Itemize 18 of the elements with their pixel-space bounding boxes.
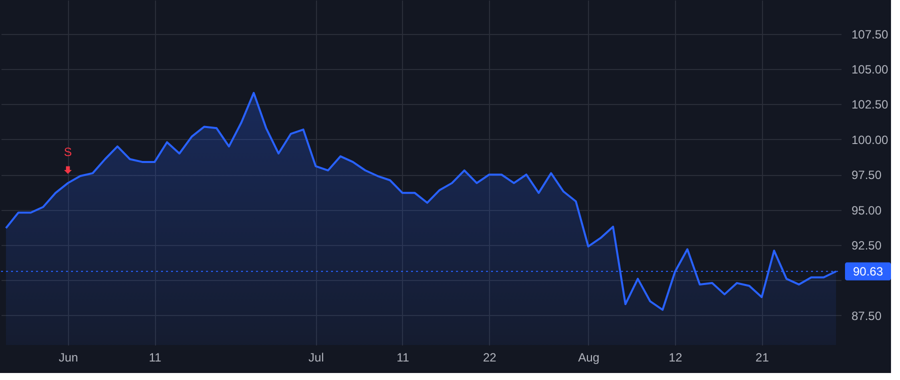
y-tick-label: 102.50 (852, 98, 889, 112)
y-tick-label: 92.50 (852, 238, 882, 253)
y-tick-label: 105.00 (852, 62, 889, 76)
x-tick-label: Jul (308, 350, 324, 364)
x-tick-label: 22 (482, 350, 497, 364)
x-tick-label: 11 (396, 350, 410, 364)
x-tick-label: Aug (578, 350, 600, 364)
ref-line-label: 90.63 (852, 264, 884, 278)
x-tick-label: 11 (148, 350, 162, 364)
y-tick-label: 87.50 (852, 308, 882, 323)
x-tick-label: 21 (756, 350, 770, 364)
y-tick-label: 107.50 (852, 27, 889, 42)
x-tick-label: Jun (58, 350, 78, 364)
x-tick-label: 12 (668, 350, 682, 364)
annotation: S (64, 145, 72, 160)
y-tick-label: 95.00 (852, 203, 882, 218)
y-tick-label: 97.50 (852, 168, 882, 182)
y-tick-label: 100.00 (852, 132, 889, 147)
